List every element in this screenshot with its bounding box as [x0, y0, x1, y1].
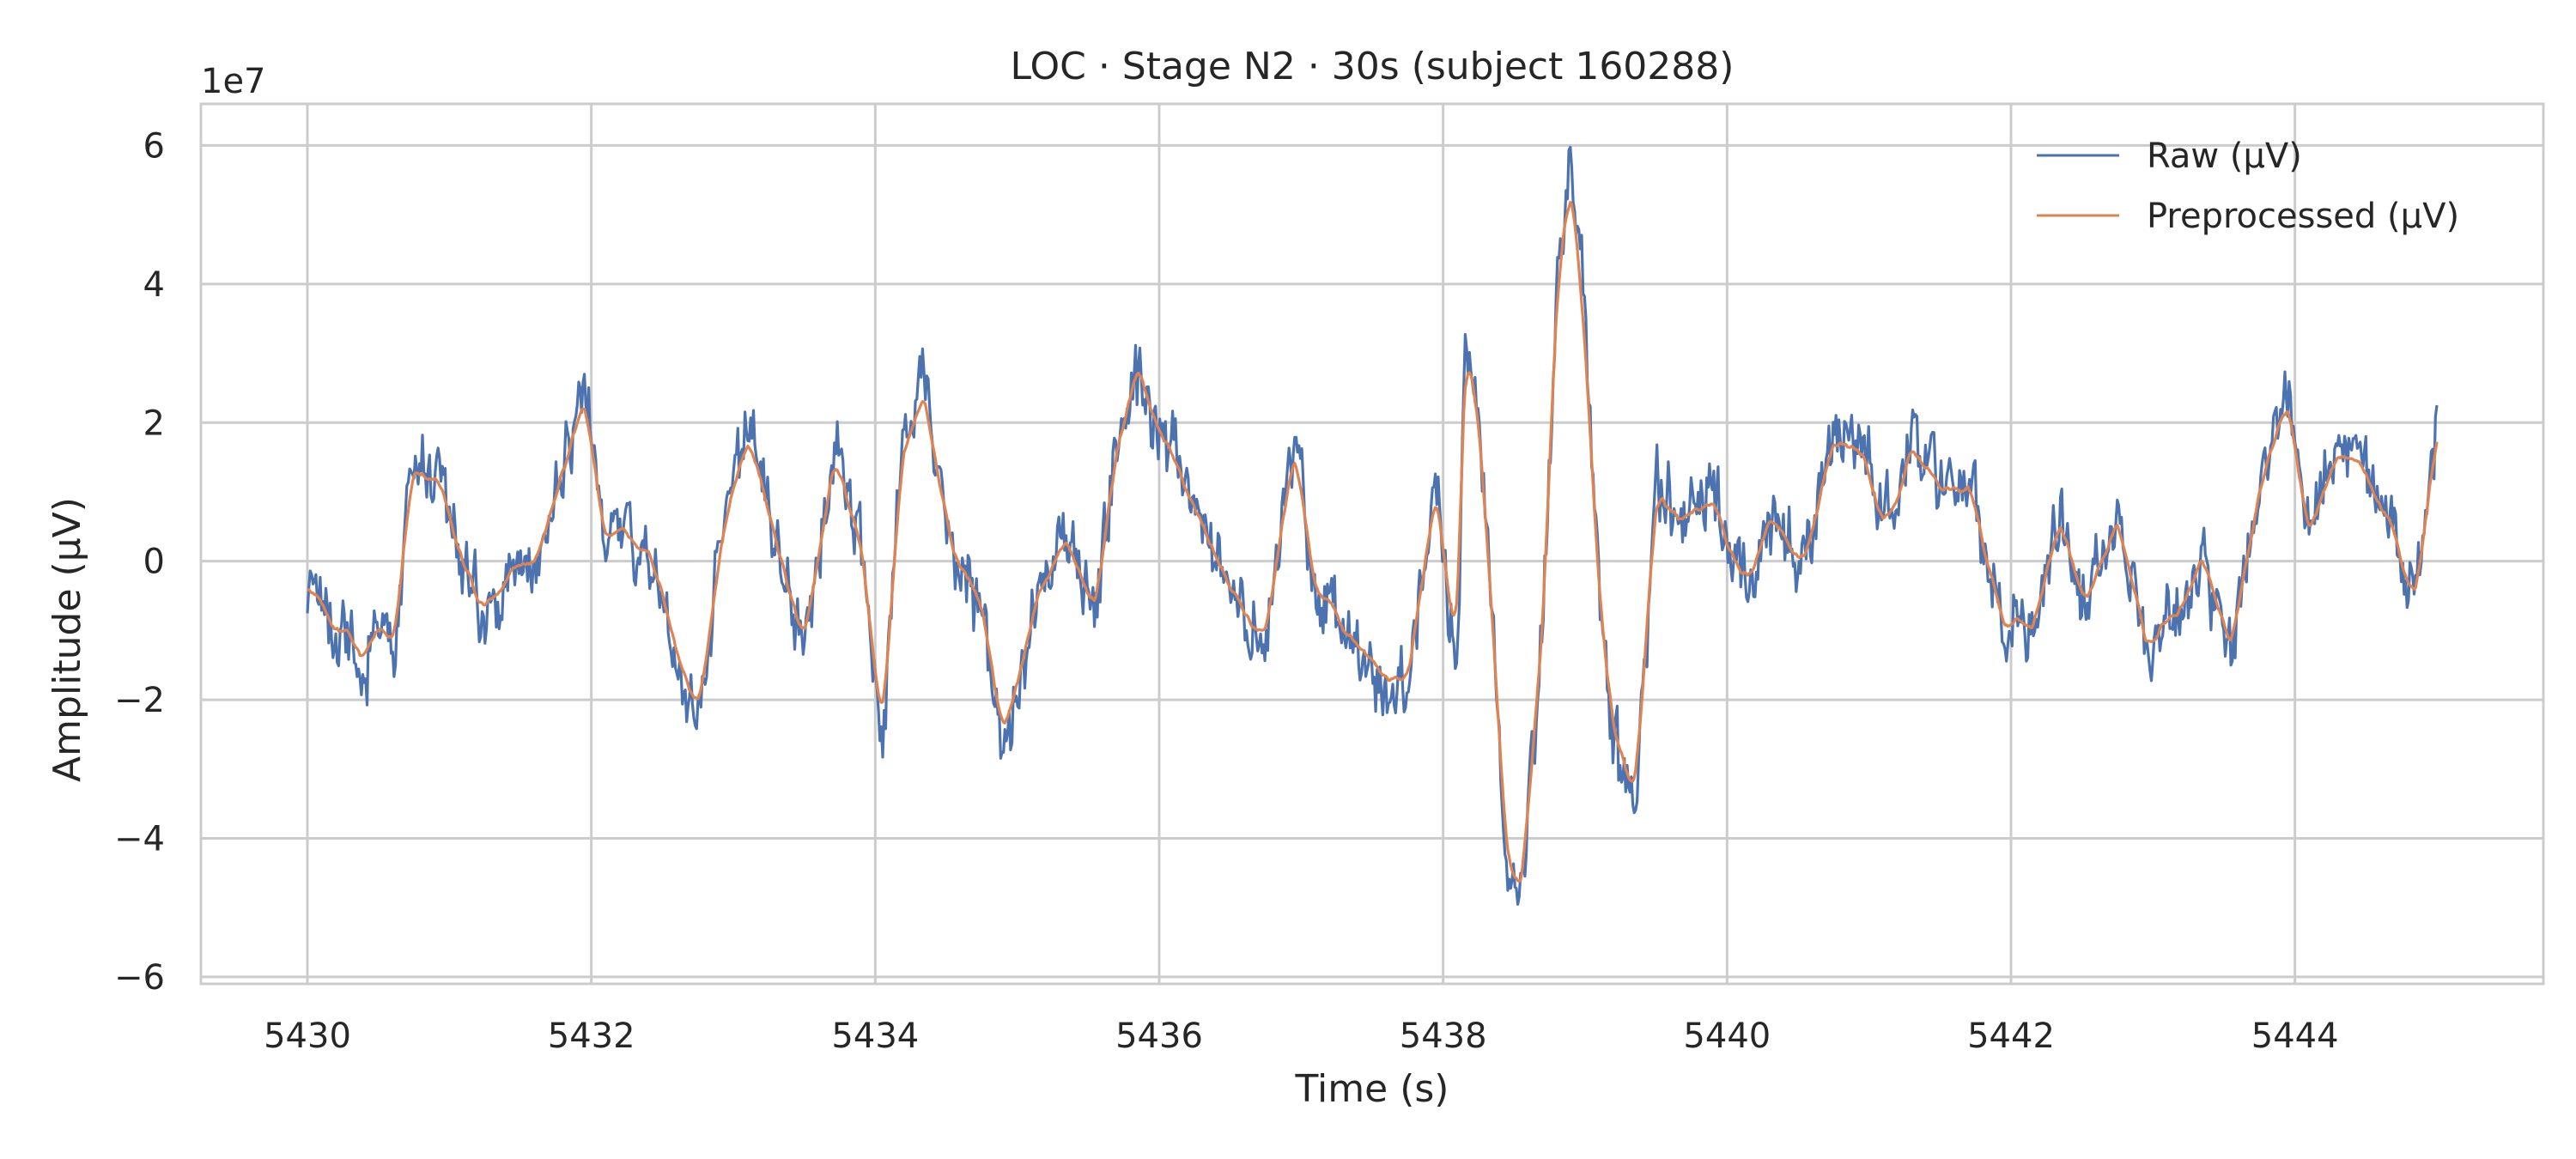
y-tick-label: −2 — [114, 681, 165, 720]
y-axis-label: Amplitude (µV) — [46, 497, 89, 782]
series-line-preprocessed — [307, 201, 2439, 883]
legend-label-raw: Raw (µV) — [2147, 137, 2302, 176]
x-axis: 5430 5432 5434 5436 5438 5440 5442 5444 — [264, 1016, 2338, 1056]
y-axis: −6 −4 −2 0 2 4 6 — [114, 126, 165, 998]
plot-frame — [199, 102, 2545, 986]
y-tick-label: 6 — [143, 126, 165, 166]
legend-label-preprocessed: Preprocessed (µV) — [2147, 197, 2459, 236]
x-tick-label: 5430 — [264, 1016, 351, 1056]
y-tick-label: −6 — [114, 958, 165, 998]
x-tick-label: 5440 — [1683, 1016, 1771, 1056]
x-tick-label: 5434 — [831, 1016, 919, 1056]
x-tick-label: 5444 — [2251, 1016, 2339, 1056]
y-tick-label: −4 — [114, 820, 165, 859]
x-tick-label: 5438 — [1400, 1016, 1487, 1056]
chart-title: LOC · Stage N2 · 30s (subject 160288) — [1011, 45, 1735, 88]
legend: Raw (µV) Preprocessed (µV) — [2037, 137, 2459, 236]
y-tick-label: 0 — [143, 543, 165, 582]
series-layer — [306, 145, 2439, 906]
x-tick-label: 5432 — [548, 1016, 635, 1056]
y-tick-label: 4 — [143, 265, 165, 305]
x-tick-label: 5436 — [1115, 1016, 1203, 1056]
y-scale-label: 1e7 — [201, 62, 266, 101]
y-tick-label: 2 — [143, 404, 165, 443]
x-axis-label: Time (s) — [1295, 1067, 1449, 1111]
x-tick-label: 5442 — [1967, 1016, 2055, 1056]
grid — [201, 104, 2543, 984]
